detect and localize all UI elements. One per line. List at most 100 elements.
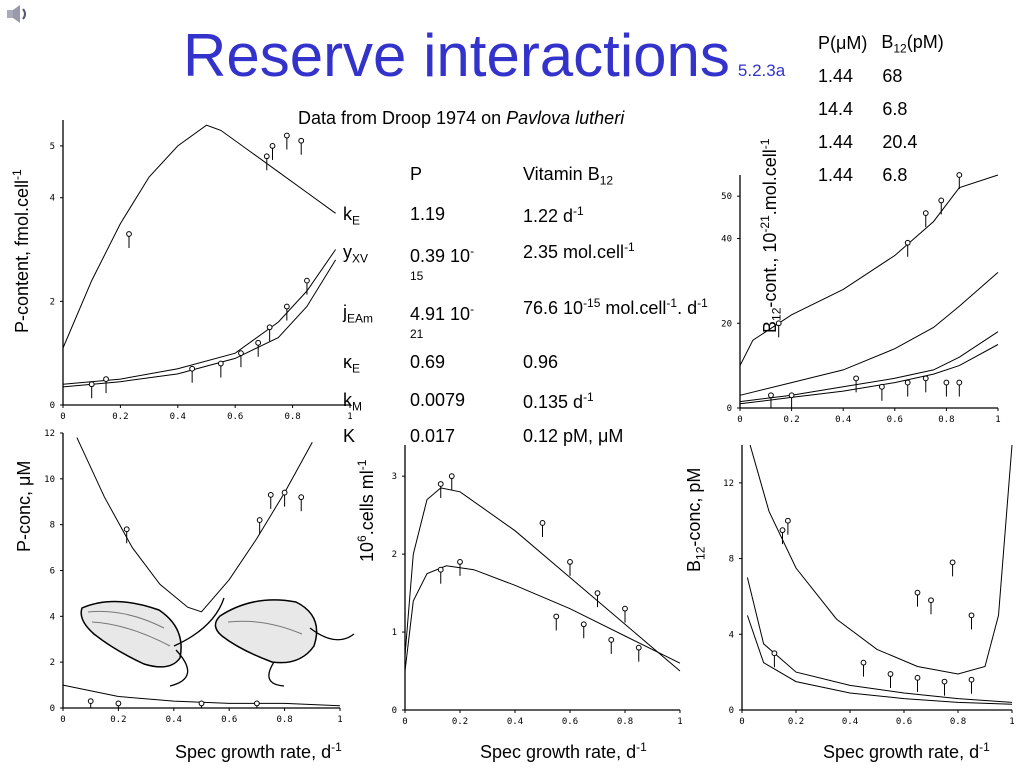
x-tick-label: 0.2 [788,717,804,727]
y-tick-label: 12 [44,429,55,439]
data-point [922,210,929,217]
x-tick-label: 0.8 [938,415,954,425]
model-curve-1 [76,437,313,613]
xlabel-growth-1: Spec growth rate, d-1 [175,740,342,762]
param-b-kappaE: 0.96 [523,352,559,372]
data-point [775,320,782,327]
data-point [281,489,288,496]
subtitle: Data from Droop 1974 on Pavlova lutheri [298,108,625,128]
param-sym-K: K [343,426,356,446]
y-tick-label: 40 [721,235,732,245]
data-point [887,671,894,677]
x-tick-label: 0.8 [617,717,633,727]
model-curve-1 [749,444,1013,675]
model-curve-1 [62,124,336,349]
param-col-p: P [410,164,423,184]
y-tick-label: 2 [392,550,397,560]
x-tick-label: 0 [739,717,744,727]
x-tick-label: 1 [347,412,352,422]
data-point [779,527,786,534]
chart-b12-content: 0 0.2 0.4 0.6 0.8 1 0 20 40 50 [721,172,1001,425]
data-point [298,494,305,501]
x-tick-label: 1 [995,415,1000,425]
param-b-jEAm: 76.6 10-15 mol.cell-1. d-1 [523,296,708,318]
chart-b12-conc: 0 0.2 0.4 0.6 0.8 1 0 4 8 12 [723,444,1015,727]
param-p-kM: 0.0079 [410,390,466,410]
data-point [189,365,196,372]
y-tick-label: 0 [727,404,732,414]
data-point [580,621,587,628]
page-title: Reserve interactions 5.2.3a [183,22,786,89]
chart-cells: 0 0.2 0.4 0.6 0.8 1 0 1 2 3 [392,445,683,727]
x-tick-label: 0.2 [110,715,126,725]
x-tick-label: 0.6 [227,412,243,422]
data-point [853,375,860,382]
param-b-yXV: 2.35 mol.cell-1 [523,240,635,262]
speaker-icon[interactable] [4,2,30,26]
y-tick-label: 6 [50,567,55,577]
param-p-yXV: 0.39 10- 15 [410,244,475,283]
data-point [87,698,94,705]
param-sym-jEAm: jEAm [343,302,374,326]
data-point [539,520,546,526]
y-tick-label: 0 [392,706,397,716]
y-tick-label: 0 [50,704,55,714]
x-tick-label: 0.4 [170,412,186,422]
ylabel-p-content: P-content, fmol.cell-1 [10,169,32,333]
section-ref: 5.2.3a [737,61,786,80]
axis-frame [404,445,680,711]
data-point [267,491,274,498]
data-point [437,481,444,487]
data-point [88,381,95,388]
ylabel-b12-conc: B12-conc, pM [684,467,708,572]
data-point [263,153,270,160]
data-point [298,137,305,144]
data-point [448,473,455,480]
data-point [635,644,642,651]
data-point [103,376,109,382]
data-point [123,526,130,533]
data-point [860,659,867,666]
x-tick-label: 0 [60,412,65,422]
data-point [914,674,921,681]
data-point [771,650,778,657]
data-point [115,700,122,707]
y-tick-label: 0 [50,401,55,411]
data-point [594,590,601,596]
param-b-kM: 0.135 d-1 [523,390,594,412]
data-point [928,597,934,604]
xlabel-growth-2: Spec growth rate, d-1 [480,740,647,762]
data-point [879,383,885,390]
data-point [904,239,911,246]
param-p-K: 0.017 [410,426,456,446]
data-point [553,613,560,620]
x-tick-label: 0.8 [950,717,966,727]
data-point [968,676,975,683]
x-tick-label: 0.4 [835,415,851,425]
x-tick-label: 0 [402,717,407,727]
data-point [956,172,963,178]
y-tick-label: 4 [50,612,55,622]
ylabel-b12-content: B12-cont., 10-21.mol.cell-1 [758,138,784,333]
model-curve-3 [746,615,1013,705]
y-tick-label: 20 [721,319,732,329]
data-point [283,132,290,139]
data-point [256,517,263,523]
data-point [968,612,975,619]
model-curve-2 [739,272,999,396]
model-curve-2 [746,577,1013,703]
chart-p-content: 0 0.2 0.4 0.6 0.8 1 0 2 4 5 [50,120,353,422]
data-point [914,589,921,596]
data-point [217,360,224,367]
param-col-b: Vitamin B12 [523,164,614,188]
x-tick-label: 0.4 [166,715,182,725]
data-point [283,303,290,310]
data-point [622,605,628,612]
ylabel-p-conc: P-conc, μM [14,460,34,552]
data-point [567,559,573,565]
data-point [269,143,276,149]
model-curve-1 [404,487,681,672]
param-sym-kE: kE [343,204,361,228]
data-point [956,379,963,386]
data-point [768,392,774,399]
